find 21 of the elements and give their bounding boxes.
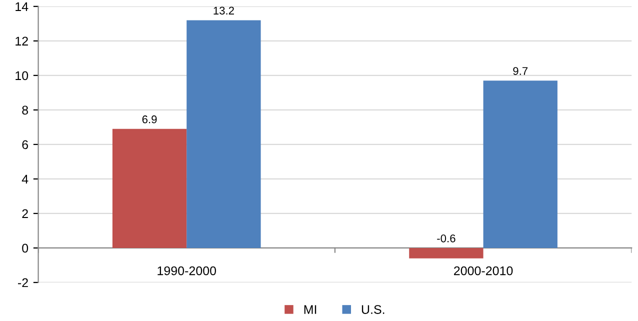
y-tick-label: -2 (18, 278, 28, 288)
data-label: -0.6 (437, 234, 456, 242)
y-tick-label: 12 (16, 36, 28, 46)
data-label: 9.7 (513, 67, 528, 75)
y-tick-label: 0 (22, 244, 28, 253)
bar (483, 80, 558, 248)
legend-label: U.S. (362, 305, 384, 314)
x-tick-label: 1990-2000 (158, 266, 216, 276)
legend-label: MI (304, 305, 316, 314)
data-label: 6.9 (142, 115, 157, 124)
y-tick-label: 8 (22, 106, 28, 115)
bar (186, 20, 261, 248)
y-tick-label: 2 (22, 209, 28, 218)
bar (409, 248, 484, 258)
y-tick-label: 4 (22, 174, 28, 184)
data-label: 13.2 (214, 6, 234, 15)
x-tick-label: 2000-2010 (454, 266, 513, 276)
y-tick-label: 14 (16, 2, 28, 11)
y-tick-label: 10 (16, 71, 28, 80)
y-tick-label: 6 (22, 140, 28, 150)
bar (112, 128, 187, 248)
